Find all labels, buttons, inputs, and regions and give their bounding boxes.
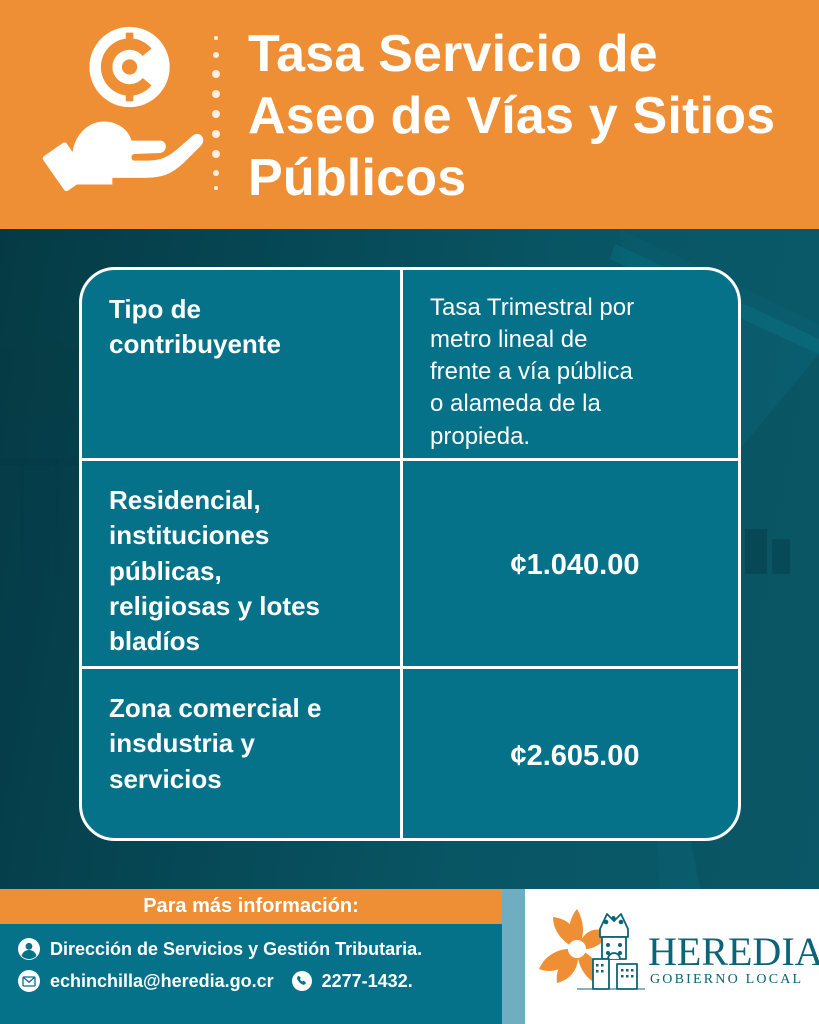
svg-text:GOBIERNO LOCAL: GOBIERNO LOCAL bbox=[650, 972, 803, 987]
svg-text:HEREDIA: HEREDIA bbox=[648, 929, 819, 974]
